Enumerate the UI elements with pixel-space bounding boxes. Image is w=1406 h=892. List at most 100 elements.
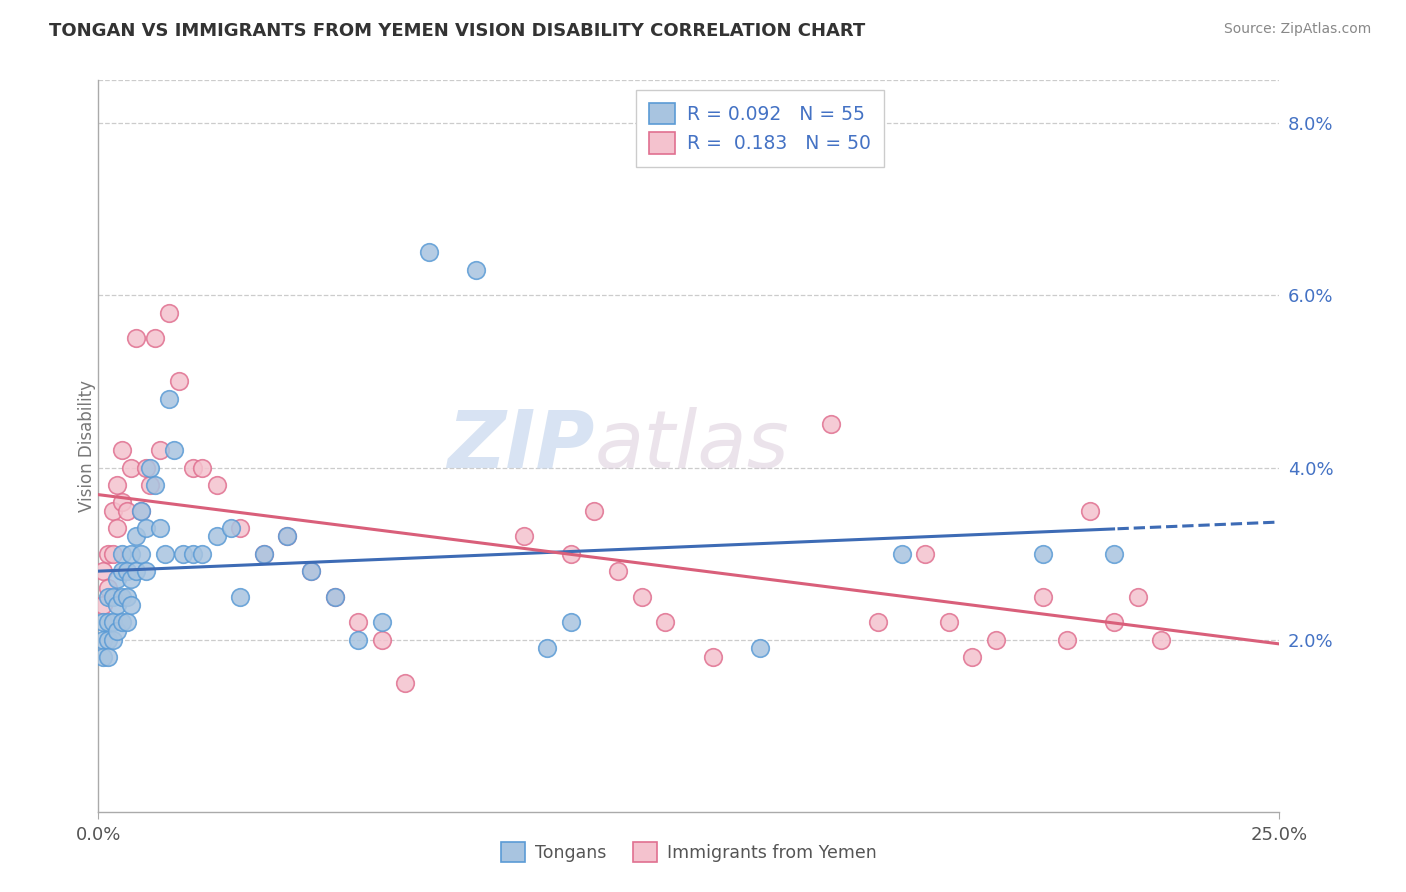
Point <box>702 649 724 664</box>
Point <box>111 443 134 458</box>
Point <box>914 547 936 561</box>
Point <box>105 573 128 587</box>
Point <box>91 615 114 630</box>
Point <box>139 460 162 475</box>
Point <box>153 547 176 561</box>
Point <box>149 521 172 535</box>
Point <box>121 573 143 587</box>
Point <box>465 262 488 277</box>
Y-axis label: Vision Disability: Vision Disability <box>79 380 96 512</box>
Point <box>347 632 370 647</box>
Point <box>115 564 138 578</box>
Point <box>205 529 228 543</box>
Point <box>1102 615 1125 630</box>
Point <box>371 632 394 647</box>
Point <box>121 547 143 561</box>
Point <box>583 503 606 517</box>
Point <box>229 590 252 604</box>
Point <box>121 598 143 612</box>
Point <box>205 477 228 491</box>
Point <box>962 649 984 664</box>
Point <box>111 615 134 630</box>
Point <box>191 547 214 561</box>
Point <box>97 547 120 561</box>
Point <box>560 615 582 630</box>
Point <box>97 649 120 664</box>
Point <box>125 331 148 345</box>
Point <box>984 632 1007 647</box>
Point <box>347 615 370 630</box>
Point <box>135 521 157 535</box>
Point <box>172 547 194 561</box>
Point <box>125 564 148 578</box>
Point <box>111 564 134 578</box>
Point <box>135 564 157 578</box>
Point <box>253 547 276 561</box>
Point <box>97 581 120 595</box>
Point <box>167 375 190 389</box>
Point <box>1032 547 1054 561</box>
Point <box>97 615 120 630</box>
Point <box>181 460 204 475</box>
Point <box>157 392 180 406</box>
Point <box>191 460 214 475</box>
Point <box>101 503 124 517</box>
Point <box>91 632 114 647</box>
Point <box>1032 590 1054 604</box>
Point <box>536 641 558 656</box>
Point <box>512 529 534 543</box>
Point <box>91 598 114 612</box>
Point <box>299 564 322 578</box>
Point <box>115 503 138 517</box>
Point <box>157 305 180 319</box>
Point <box>149 443 172 458</box>
Point <box>371 615 394 630</box>
Point <box>253 547 276 561</box>
Point <box>560 547 582 561</box>
Point <box>111 495 134 509</box>
Text: atlas: atlas <box>595 407 789 485</box>
Point <box>121 460 143 475</box>
Point <box>91 564 114 578</box>
Point <box>1102 547 1125 561</box>
Point <box>111 590 134 604</box>
Point <box>866 615 889 630</box>
Point <box>163 443 186 458</box>
Point <box>820 417 842 432</box>
Point <box>129 503 152 517</box>
Point <box>97 590 120 604</box>
Text: Source: ZipAtlas.com: Source: ZipAtlas.com <box>1223 22 1371 37</box>
Point <box>111 547 134 561</box>
Point <box>630 590 652 604</box>
Point <box>181 547 204 561</box>
Point <box>394 675 416 690</box>
Text: TONGAN VS IMMIGRANTS FROM YEMEN VISION DISABILITY CORRELATION CHART: TONGAN VS IMMIGRANTS FROM YEMEN VISION D… <box>49 22 866 40</box>
Point <box>938 615 960 630</box>
Point <box>607 564 630 578</box>
Point <box>105 521 128 535</box>
Point <box>323 590 346 604</box>
Point <box>105 624 128 638</box>
Point <box>143 331 166 345</box>
Point <box>97 632 120 647</box>
Point <box>115 615 138 630</box>
Point <box>129 547 152 561</box>
Point <box>748 641 770 656</box>
Legend: Tongans, Immigrants from Yemen: Tongans, Immigrants from Yemen <box>494 835 884 869</box>
Point <box>1080 503 1102 517</box>
Point <box>654 615 676 630</box>
Point <box>229 521 252 535</box>
Point <box>105 477 128 491</box>
Point <box>323 590 346 604</box>
Point <box>125 529 148 543</box>
Point <box>139 477 162 491</box>
Text: ZIP: ZIP <box>447 407 595 485</box>
Point <box>101 615 124 630</box>
Point <box>101 547 124 561</box>
Point <box>276 529 298 543</box>
Point <box>890 547 912 561</box>
Point <box>1126 590 1149 604</box>
Point <box>299 564 322 578</box>
Point <box>1056 632 1078 647</box>
Point <box>1150 632 1173 647</box>
